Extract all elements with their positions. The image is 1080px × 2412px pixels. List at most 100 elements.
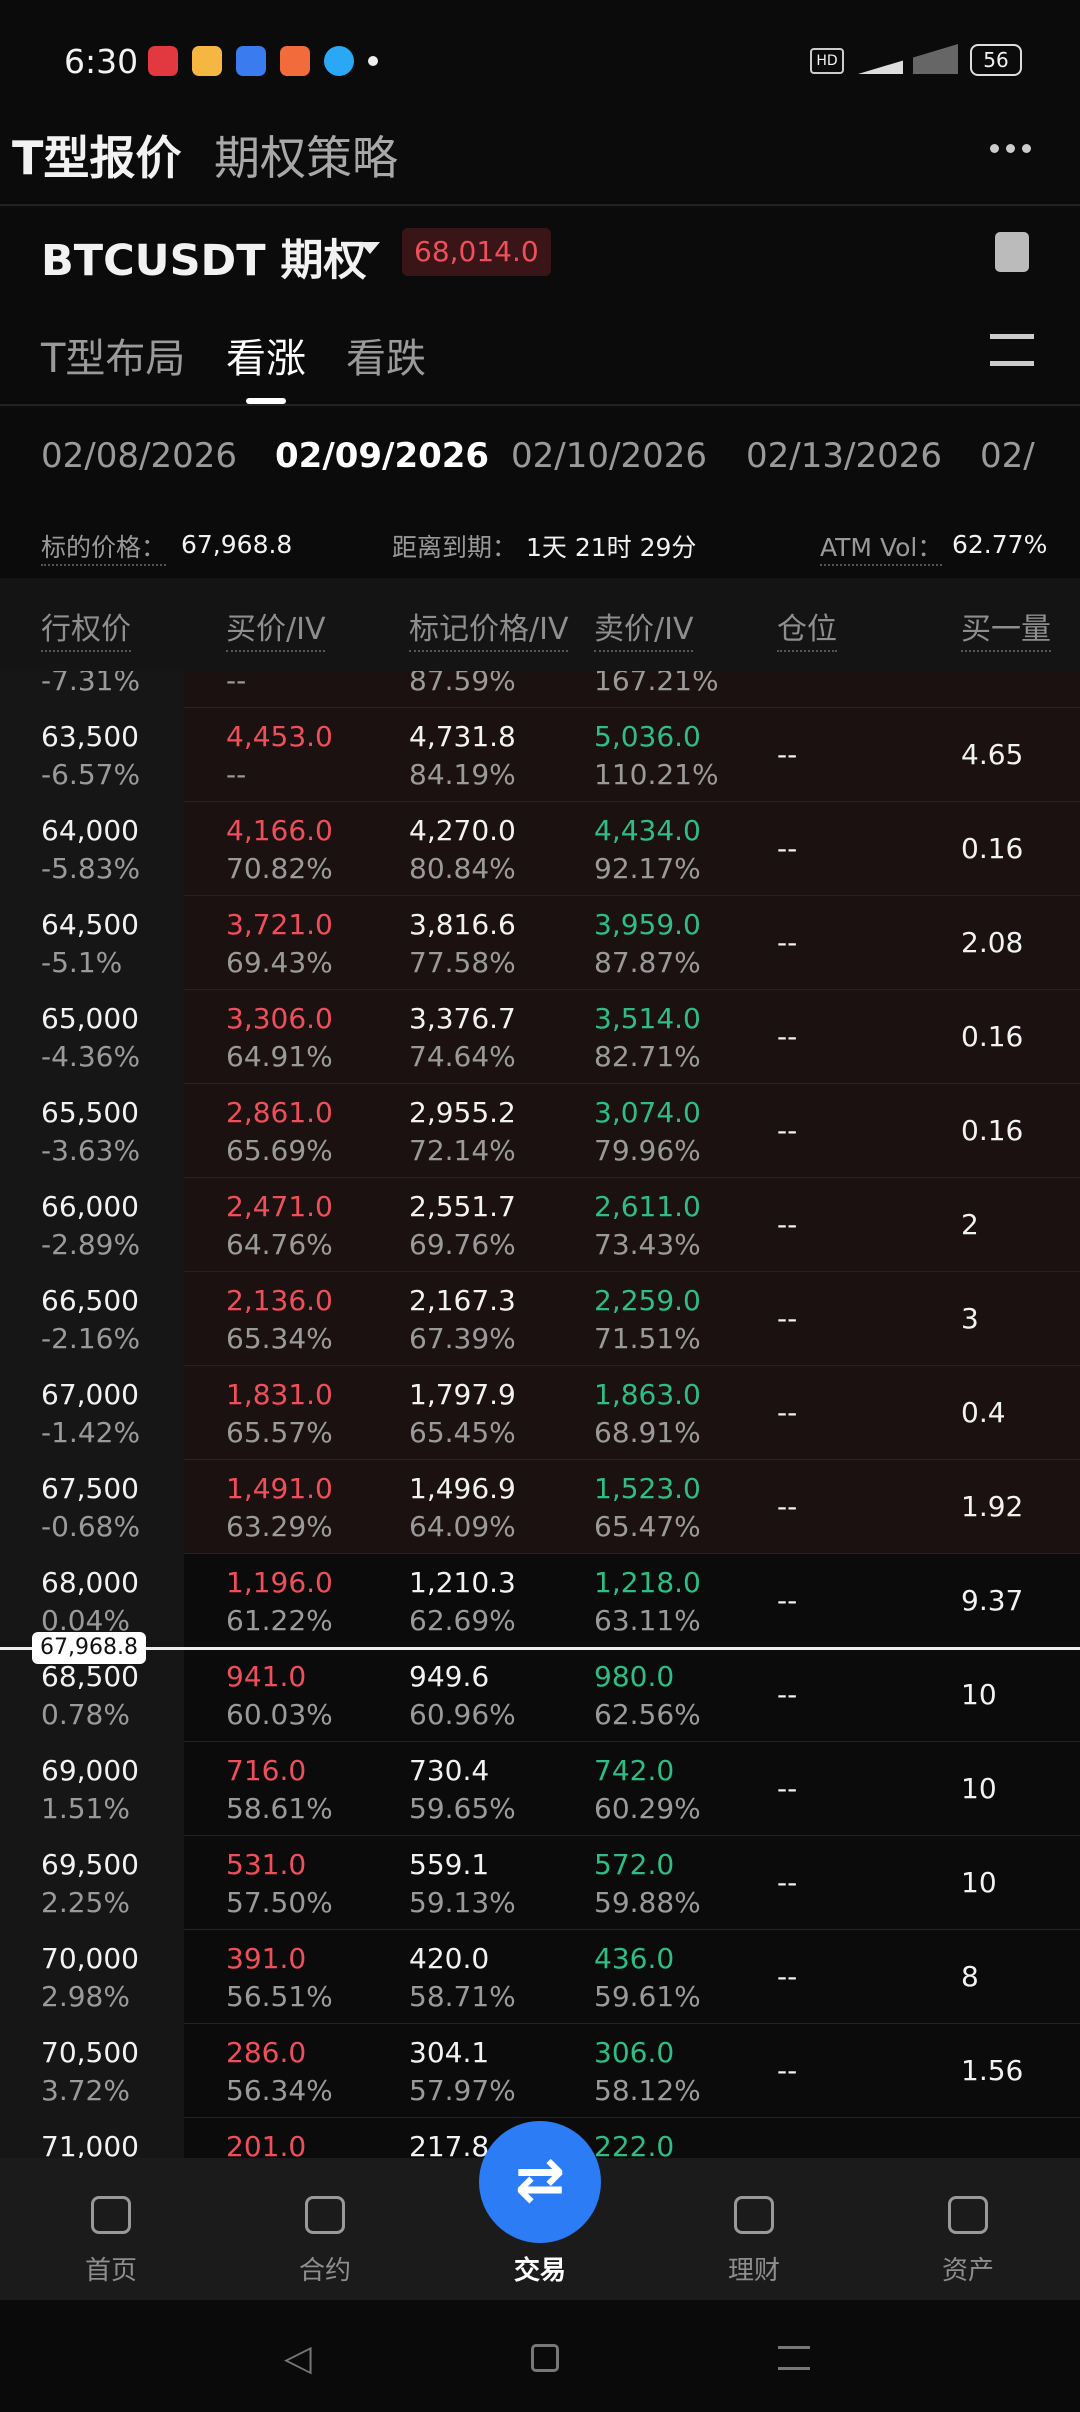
date-tab[interactable]: 02/09/2026: [275, 436, 490, 476]
mark: 559.1: [409, 1848, 490, 1881]
table-row[interactable]: 67,000 -1.42% 1,831.0 65.57% 1,797.9 65.45% 1,…: [0, 1366, 1080, 1460]
ask-iv: 59.88%: [594, 1886, 701, 1919]
nav-item[interactable]: 交易: [513, 2256, 567, 2286]
ask-iv: 110.21%: [594, 758, 719, 791]
mark-iv: 77.58%: [409, 946, 516, 979]
nav-icon: [305, 2196, 345, 2234]
qty: 10: [961, 1678, 997, 1711]
back-button[interactable]: ◁: [284, 2338, 312, 2379]
table-row[interactable]: 68,500 0.78% 941.0 60.03% 949.6 60.96% 980.0 62…: [0, 1648, 1080, 1742]
strike-cell-bg: [0, 1742, 184, 1836]
qty: 2: [961, 1208, 979, 1241]
strike-cell-bg: [0, 1178, 184, 1272]
table-row[interactable]: 70,000 2.98% 391.0 56.51% 420.0 58.71% 436.0 59…: [0, 1930, 1080, 2024]
more-button[interactable]: [990, 144, 1031, 153]
nav-item[interactable]: 资产: [941, 2256, 995, 2286]
nav-item[interactable]: 合约: [298, 2256, 352, 2286]
ask: 572.0: [594, 1848, 675, 1881]
info-value: 1天 21时 29分: [526, 533, 697, 562]
table-row[interactable]: 66,500 -2.16% 2,136.0 65.34% 2,167.3 67.39% 2,…: [0, 1272, 1080, 1366]
dropdown-arrow[interactable]: [360, 242, 380, 254]
ask: 3,074.0: [594, 1096, 701, 1129]
table-row[interactable]: 69,500 2.25% 531.0 57.50% 559.1 59.13% 572.0 59…: [0, 1836, 1080, 1930]
table-row[interactable]: 64,000 -5.83% 4,166.0 70.82% 4,270.0 80.84% 4,…: [0, 802, 1080, 896]
position: --: [777, 2054, 798, 2087]
table-row[interactable]: 64,500 -5.1% 3,721.0 69.43% 3,816.6 77.58% 3,9…: [0, 896, 1080, 990]
date-tab[interactable]: 02/08/2026: [41, 436, 237, 476]
bid: 531.0: [226, 1848, 307, 1881]
strike: 67,000: [41, 1378, 139, 1411]
mark-iv: 59.13%: [409, 1886, 516, 1919]
table-row[interactable]: 66,000 -2.89% 2,471.0 64.76% 2,551.7 69.76% 2,…: [0, 1178, 1080, 1272]
bid: 1,196.0: [226, 1566, 333, 1599]
date-tab[interactable]: 02/10/2026: [511, 436, 707, 476]
subtab[interactable]: T型布局: [41, 336, 186, 382]
qty: 2.08: [961, 926, 1024, 959]
mark-iv: 67.39%: [409, 1322, 516, 1355]
column-header: 买一量: [961, 604, 1051, 652]
subtab[interactable]: 看跌: [346, 336, 426, 382]
signal-icon: [858, 44, 958, 74]
strike: 70,500: [41, 2036, 139, 2069]
date-tab[interactable]: 02/: [980, 436, 1035, 476]
ask: 2,611.0: [594, 1190, 701, 1223]
mark: 2,167.3: [409, 1284, 516, 1317]
bid: 2,861.0: [226, 1096, 333, 1129]
change: -0.68%: [41, 1510, 141, 1543]
strike: 64,000: [41, 814, 139, 847]
current-price-tag: 67,968.8: [32, 1632, 146, 1664]
history-button[interactable]: [995, 232, 1029, 272]
table-row[interactable]: 65,000 -4.36% 3,306.0 64.91% 3,376.7 74.64% 3,…: [0, 990, 1080, 1084]
ask-iv: 73.43%: [594, 1228, 701, 1261]
ask-iv: 87.87%: [594, 946, 701, 979]
strike-cell-bg: [0, 1836, 184, 1930]
info-label: 标的价格：: [41, 528, 167, 566]
strike: 71,000: [41, 2130, 139, 2158]
change: 0.78%: [41, 1698, 130, 1731]
subtab-active[interactable]: 看涨: [226, 336, 306, 382]
table-row[interactable]: 70,500 3.72% 286.0 56.34% 304.1 57.97% 306.0 58…: [0, 2024, 1080, 2118]
strike-cell-bg: [0, 802, 184, 896]
qty: 0.16: [961, 832, 1024, 865]
nav-icon: [91, 2196, 131, 2234]
ask-iv: 65.47%: [594, 1510, 701, 1543]
trade-button[interactable]: ⇄: [479, 2121, 601, 2243]
symbol-name[interactable]: BTCUSDT 期权: [41, 236, 367, 286]
change: 1.51%: [41, 1792, 130, 1825]
change: -3.63%: [41, 1134, 141, 1167]
position: --: [777, 738, 798, 771]
position: --: [777, 1396, 798, 1429]
date-tab[interactable]: 02/13/2026: [746, 436, 942, 476]
table-row[interactable]: 63,500 -6.57% 4,453.0 -- 4,731.8 84.19% 5,036.…: [0, 708, 1080, 802]
mark-iv: 59.65%: [409, 1792, 516, 1825]
qty: 4.65: [961, 738, 1024, 771]
ask: 3,959.0: [594, 908, 701, 941]
column-header: 卖价/IV: [594, 604, 694, 652]
tab-active[interactable]: T型报价: [12, 131, 182, 185]
table-row[interactable]: 68,000 0.04% 1,196.0 61.22% 1,210.3 62.69% 1,2…: [0, 1554, 1080, 1648]
change: -4.36%: [41, 1040, 141, 1073]
strike-cell-bg: [0, 1084, 184, 1178]
nav-icon: [734, 2196, 774, 2234]
nav-item[interactable]: 理财: [727, 2256, 781, 2286]
nav-item[interactable]: 首页: [84, 2256, 138, 2286]
tab[interactable]: 期权策略: [214, 131, 398, 185]
ask: 306.0: [594, 2036, 675, 2069]
bid: 1,491.0: [226, 1472, 333, 1505]
filter-button[interactable]: [990, 334, 1034, 366]
bid-iv: 65.57%: [226, 1416, 333, 1449]
status-time: 6:30: [64, 42, 139, 81]
change: 2.98%: [41, 1980, 130, 2013]
change: -6.57%: [41, 758, 141, 791]
bid-iv: 64.91%: [226, 1040, 333, 1073]
position: --: [777, 1866, 798, 1899]
table-row[interactable]: 69,000 1.51% 716.0 58.61% 730.4 59.65% 742.0 60…: [0, 1742, 1080, 1836]
home-button[interactable]: [531, 2344, 559, 2372]
strike: 66,000: [41, 1190, 139, 1223]
ask: 1,218.0: [594, 1566, 701, 1599]
table-row[interactable]: 67,500 -0.68% 1,491.0 63.29% 1,496.9 64.09% 1,…: [0, 1460, 1080, 1554]
table-row[interactable]: 65,500 -3.63% 2,861.0 65.69% 2,955.2 72.14% 3,…: [0, 1084, 1080, 1178]
qty: 9.37: [961, 1584, 1024, 1617]
menu-button[interactable]: [778, 2346, 810, 2370]
table-row[interactable]: -7.31% -- 87.59% 167.21%: [0, 671, 1080, 708]
